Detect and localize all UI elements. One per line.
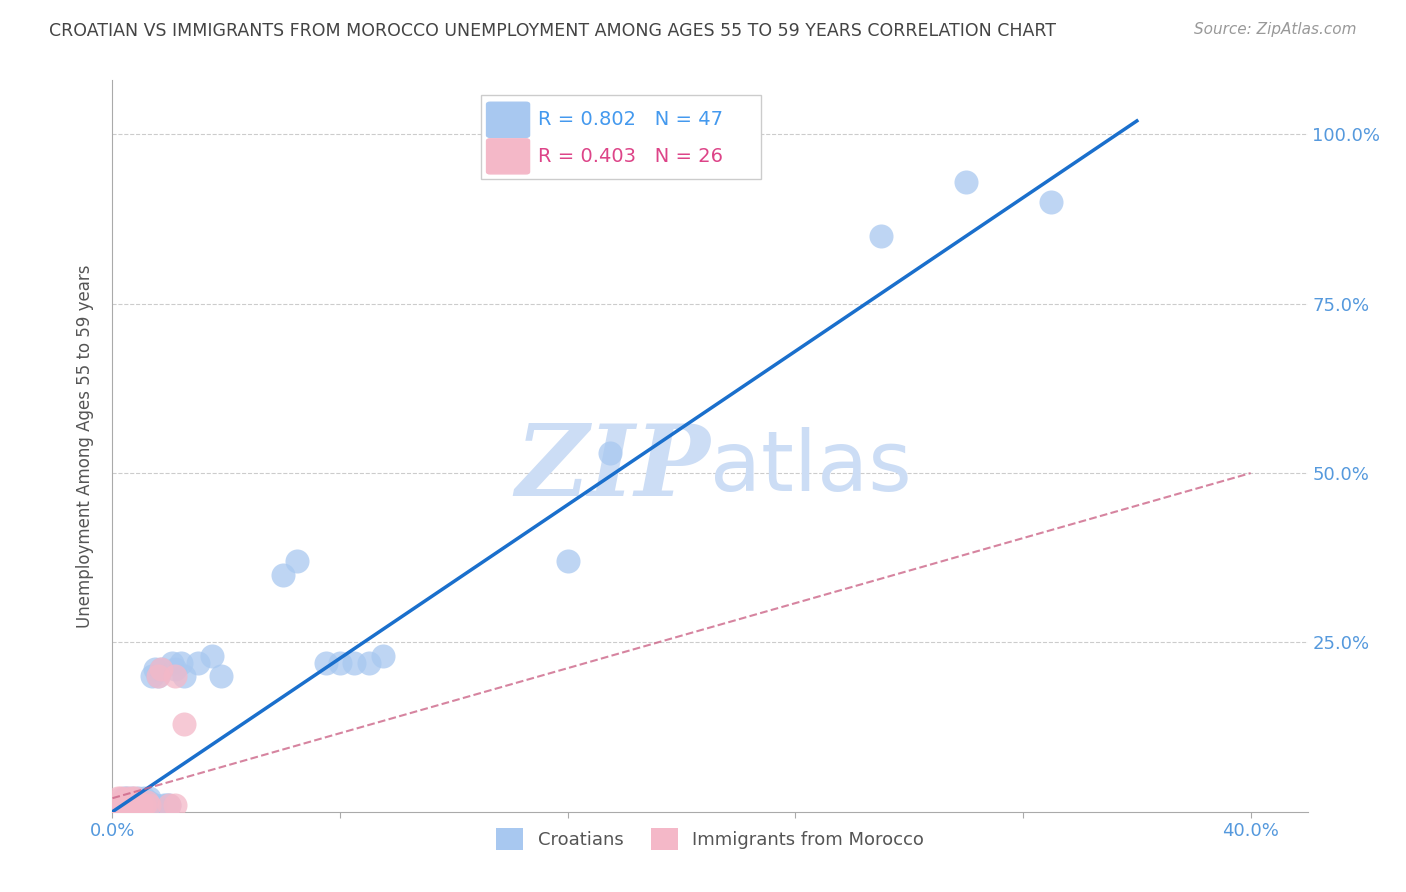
Point	[132, 791, 155, 805]
Point	[329, 656, 352, 670]
Point	[121, 791, 143, 805]
Point	[599, 446, 621, 460]
Point	[155, 797, 177, 812]
Point	[115, 791, 138, 805]
Point	[165, 797, 187, 812]
Point	[107, 797, 129, 812]
Point	[315, 656, 337, 670]
Point	[104, 797, 127, 812]
Point	[121, 797, 143, 812]
Point	[132, 797, 155, 812]
Point	[162, 656, 183, 670]
Point	[371, 648, 394, 663]
Text: R = 0.403   N = 26: R = 0.403 N = 26	[538, 147, 723, 166]
Point	[121, 791, 143, 805]
Point	[170, 656, 193, 670]
Point	[118, 795, 141, 809]
Point	[165, 669, 187, 683]
Point	[127, 795, 149, 809]
Point	[138, 795, 160, 809]
Point	[112, 791, 135, 805]
Point	[141, 669, 163, 683]
Point	[135, 795, 157, 809]
Point	[129, 797, 152, 812]
Point	[146, 669, 169, 683]
Point	[955, 175, 977, 189]
Point	[124, 797, 146, 812]
Point	[557, 554, 579, 568]
Point	[110, 791, 132, 805]
Point	[209, 669, 232, 683]
Point	[271, 567, 294, 582]
FancyBboxPatch shape	[486, 139, 530, 174]
Point	[146, 669, 169, 683]
Point	[149, 663, 172, 677]
Point	[118, 797, 141, 812]
Point	[157, 797, 180, 812]
Point	[110, 797, 132, 812]
Point	[115, 797, 138, 812]
Point	[138, 797, 160, 812]
Point	[118, 797, 141, 812]
Point	[124, 795, 146, 809]
FancyBboxPatch shape	[481, 95, 762, 179]
Point	[1040, 195, 1063, 210]
Text: R = 0.802   N = 47: R = 0.802 N = 47	[538, 111, 723, 129]
Point	[187, 656, 209, 670]
Point	[107, 791, 129, 805]
Point	[157, 797, 180, 812]
Point	[110, 797, 132, 812]
FancyBboxPatch shape	[486, 103, 530, 137]
Point	[129, 795, 152, 809]
Point	[115, 797, 138, 812]
Point	[135, 797, 157, 812]
Point	[121, 797, 143, 812]
Point	[173, 716, 195, 731]
Point	[124, 797, 146, 812]
Point	[112, 795, 135, 809]
Point	[287, 554, 309, 568]
Point	[127, 797, 149, 812]
Point	[107, 797, 129, 812]
Point	[143, 797, 166, 812]
Text: ZIP: ZIP	[515, 420, 710, 516]
Point	[112, 797, 135, 812]
Point	[118, 795, 141, 809]
Point	[124, 791, 146, 805]
Text: Source: ZipAtlas.com: Source: ZipAtlas.com	[1194, 22, 1357, 37]
Point	[173, 669, 195, 683]
Point	[127, 791, 149, 805]
Point	[201, 648, 224, 663]
Point	[112, 797, 135, 812]
Point	[165, 663, 187, 677]
Point	[138, 791, 160, 805]
Point	[115, 791, 138, 805]
Point	[143, 663, 166, 677]
Point	[343, 656, 366, 670]
Text: CROATIAN VS IMMIGRANTS FROM MOROCCO UNEMPLOYMENT AMONG AGES 55 TO 59 YEARS CORRE: CROATIAN VS IMMIGRANTS FROM MOROCCO UNEM…	[49, 22, 1056, 40]
Point	[357, 656, 380, 670]
Y-axis label: Unemployment Among Ages 55 to 59 years: Unemployment Among Ages 55 to 59 years	[76, 264, 94, 628]
Point	[129, 797, 152, 812]
Text: atlas: atlas	[710, 427, 911, 508]
Legend: Croatians, Immigrants from Morocco: Croatians, Immigrants from Morocco	[489, 821, 931, 857]
Point	[152, 797, 174, 812]
Point	[869, 229, 891, 244]
Point	[149, 663, 172, 677]
